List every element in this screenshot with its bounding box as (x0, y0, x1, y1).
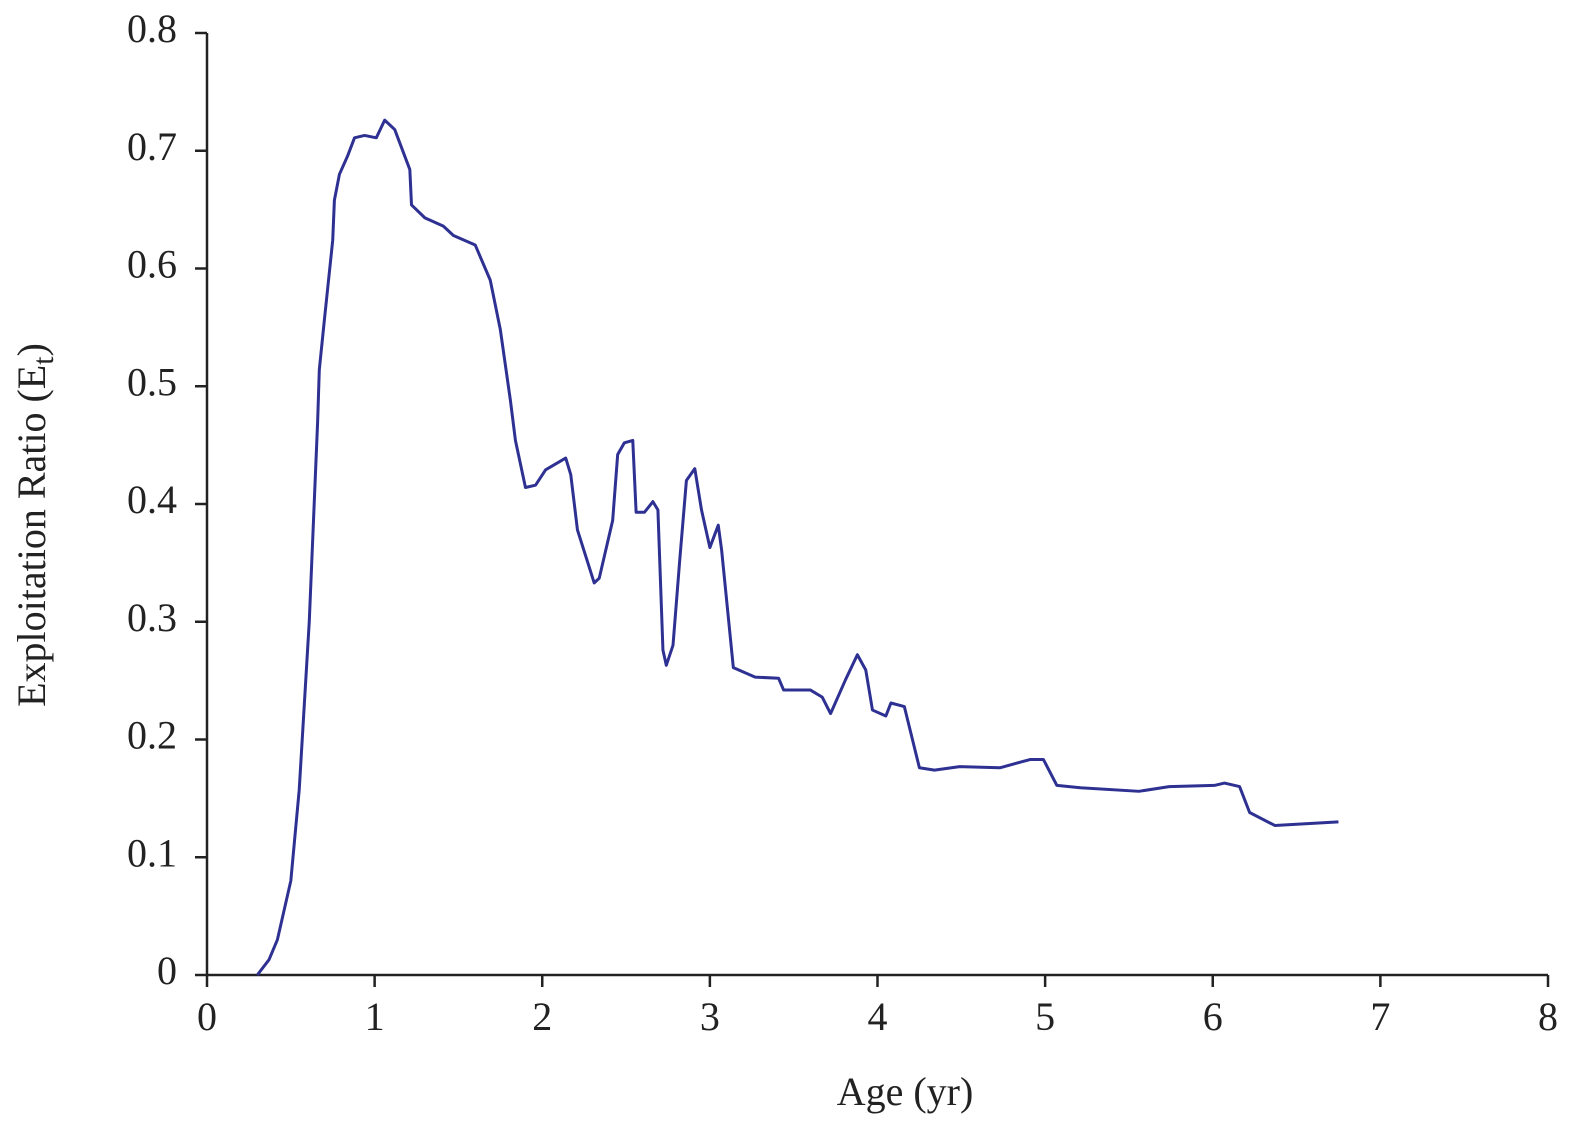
y-tick-label: 0.1 (127, 830, 177, 875)
y-tick-label: 0.2 (127, 713, 177, 758)
x-tick-label: 7 (1370, 994, 1390, 1039)
y-axis-label: Exploitation Ratio (Et) (9, 343, 60, 707)
y-tick-label: 0.6 (127, 242, 177, 287)
y-tick-label: 0.8 (127, 6, 177, 51)
x-tick-label: 1 (365, 994, 385, 1039)
x-tick-label: 6 (1203, 994, 1223, 1039)
y-axis-label-close: ) (9, 343, 54, 356)
x-tick-label: 2 (532, 994, 552, 1039)
y-axis-label-main: Exploitation Ratio (E (9, 365, 54, 707)
x-tick-label: 0 (197, 994, 217, 1039)
y-tick-label: 0 (157, 948, 177, 993)
y-tick-label: 0.7 (127, 124, 177, 169)
data-line (256, 118, 1339, 976)
x-tick-label: 3 (700, 994, 720, 1039)
y-axis-label-sub: t (27, 356, 60, 365)
x-tick-label: 5 (1035, 994, 1055, 1039)
x-axis-label: Age (yr) (837, 1069, 974, 1114)
x-tick-label: 4 (868, 994, 888, 1039)
y-tick-label: 0.3 (127, 595, 177, 640)
x-tick-label: 8 (1538, 994, 1558, 1039)
y-tick-label: 0.5 (127, 359, 177, 404)
y-tick-label: 0.4 (127, 477, 177, 522)
